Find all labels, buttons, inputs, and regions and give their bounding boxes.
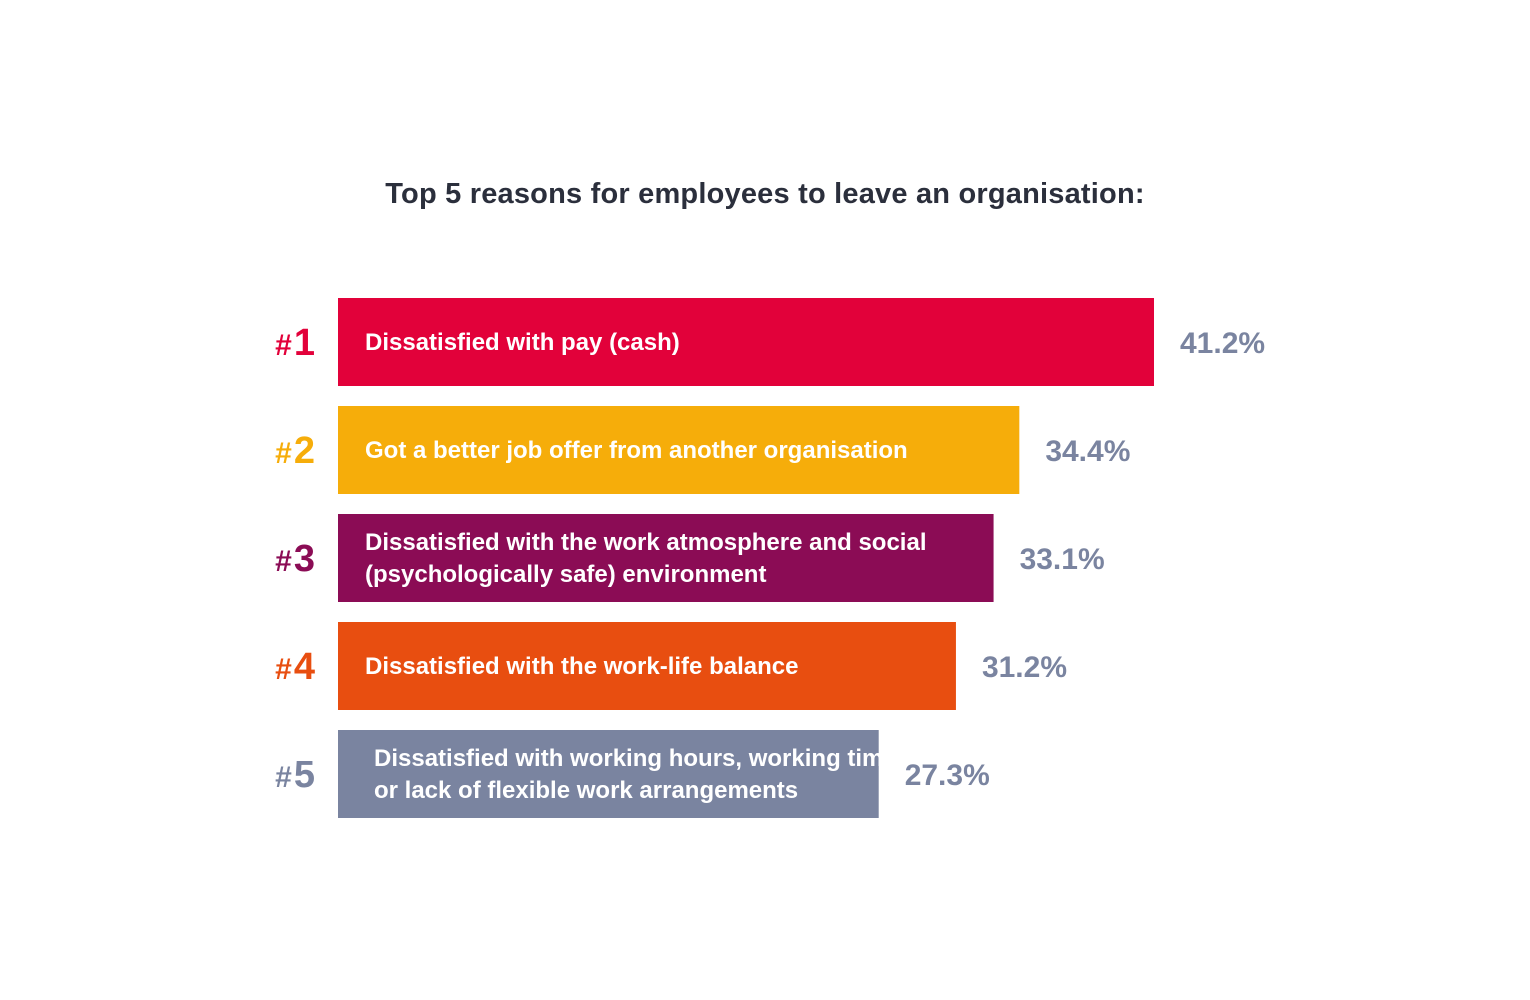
bar-label-5-line-2: or lack of flexible work arrangements: [374, 777, 798, 804]
rank-label-4: #4: [275, 646, 315, 688]
value-label-5: 27.3%: [905, 759, 990, 792]
bar-row-3: #3 Dissatisfied with the work atmosphere …: [275, 514, 1105, 602]
bar-label-4: Dissatisfied with the work-life balance: [365, 653, 798, 680]
bar-row-4: #4 Dissatisfied with the work-life balanc…: [275, 622, 1067, 710]
bar-label-5-line-1: Dissatisfied with working hours, working…: [374, 745, 897, 772]
rank-label-2: #2: [275, 430, 315, 472]
value-label-1: 41.2%: [1180, 327, 1265, 360]
bar-row-1: #1 Dissatisfied with pay (cash) 41.2%: [275, 298, 1265, 386]
bar-4: [338, 622, 956, 710]
bar-label-3-line-1: Dissatisfied with the work atmosphere an…: [365, 529, 926, 556]
bar-label-3-line-2: (psychologically safe) environment: [365, 561, 766, 588]
chart-title: Top 5 reasons for employees to leave an …: [385, 178, 1145, 210]
value-label-3: 33.1%: [1020, 543, 1105, 576]
value-label-4: 31.2%: [982, 651, 1067, 684]
bar-label-1: Dissatisfied with pay (cash): [365, 329, 680, 356]
value-label-2: 34.4%: [1045, 435, 1130, 468]
bar-2: [338, 406, 1020, 494]
bar-1: [338, 298, 1154, 386]
bar-3: [338, 514, 994, 602]
rank-label-1: #1: [275, 322, 315, 364]
bar-5: [338, 730, 879, 818]
rank-label-5: #5: [275, 754, 315, 796]
bar-row-5: #5 Dissatisfied with working hours, worki…: [275, 730, 990, 818]
bar-label-2: Got a better job offer from another orga…: [365, 437, 908, 464]
rank-label-3: #3: [275, 538, 315, 580]
bar-row-2: #2 Got a better job offer from another or…: [275, 406, 1130, 494]
